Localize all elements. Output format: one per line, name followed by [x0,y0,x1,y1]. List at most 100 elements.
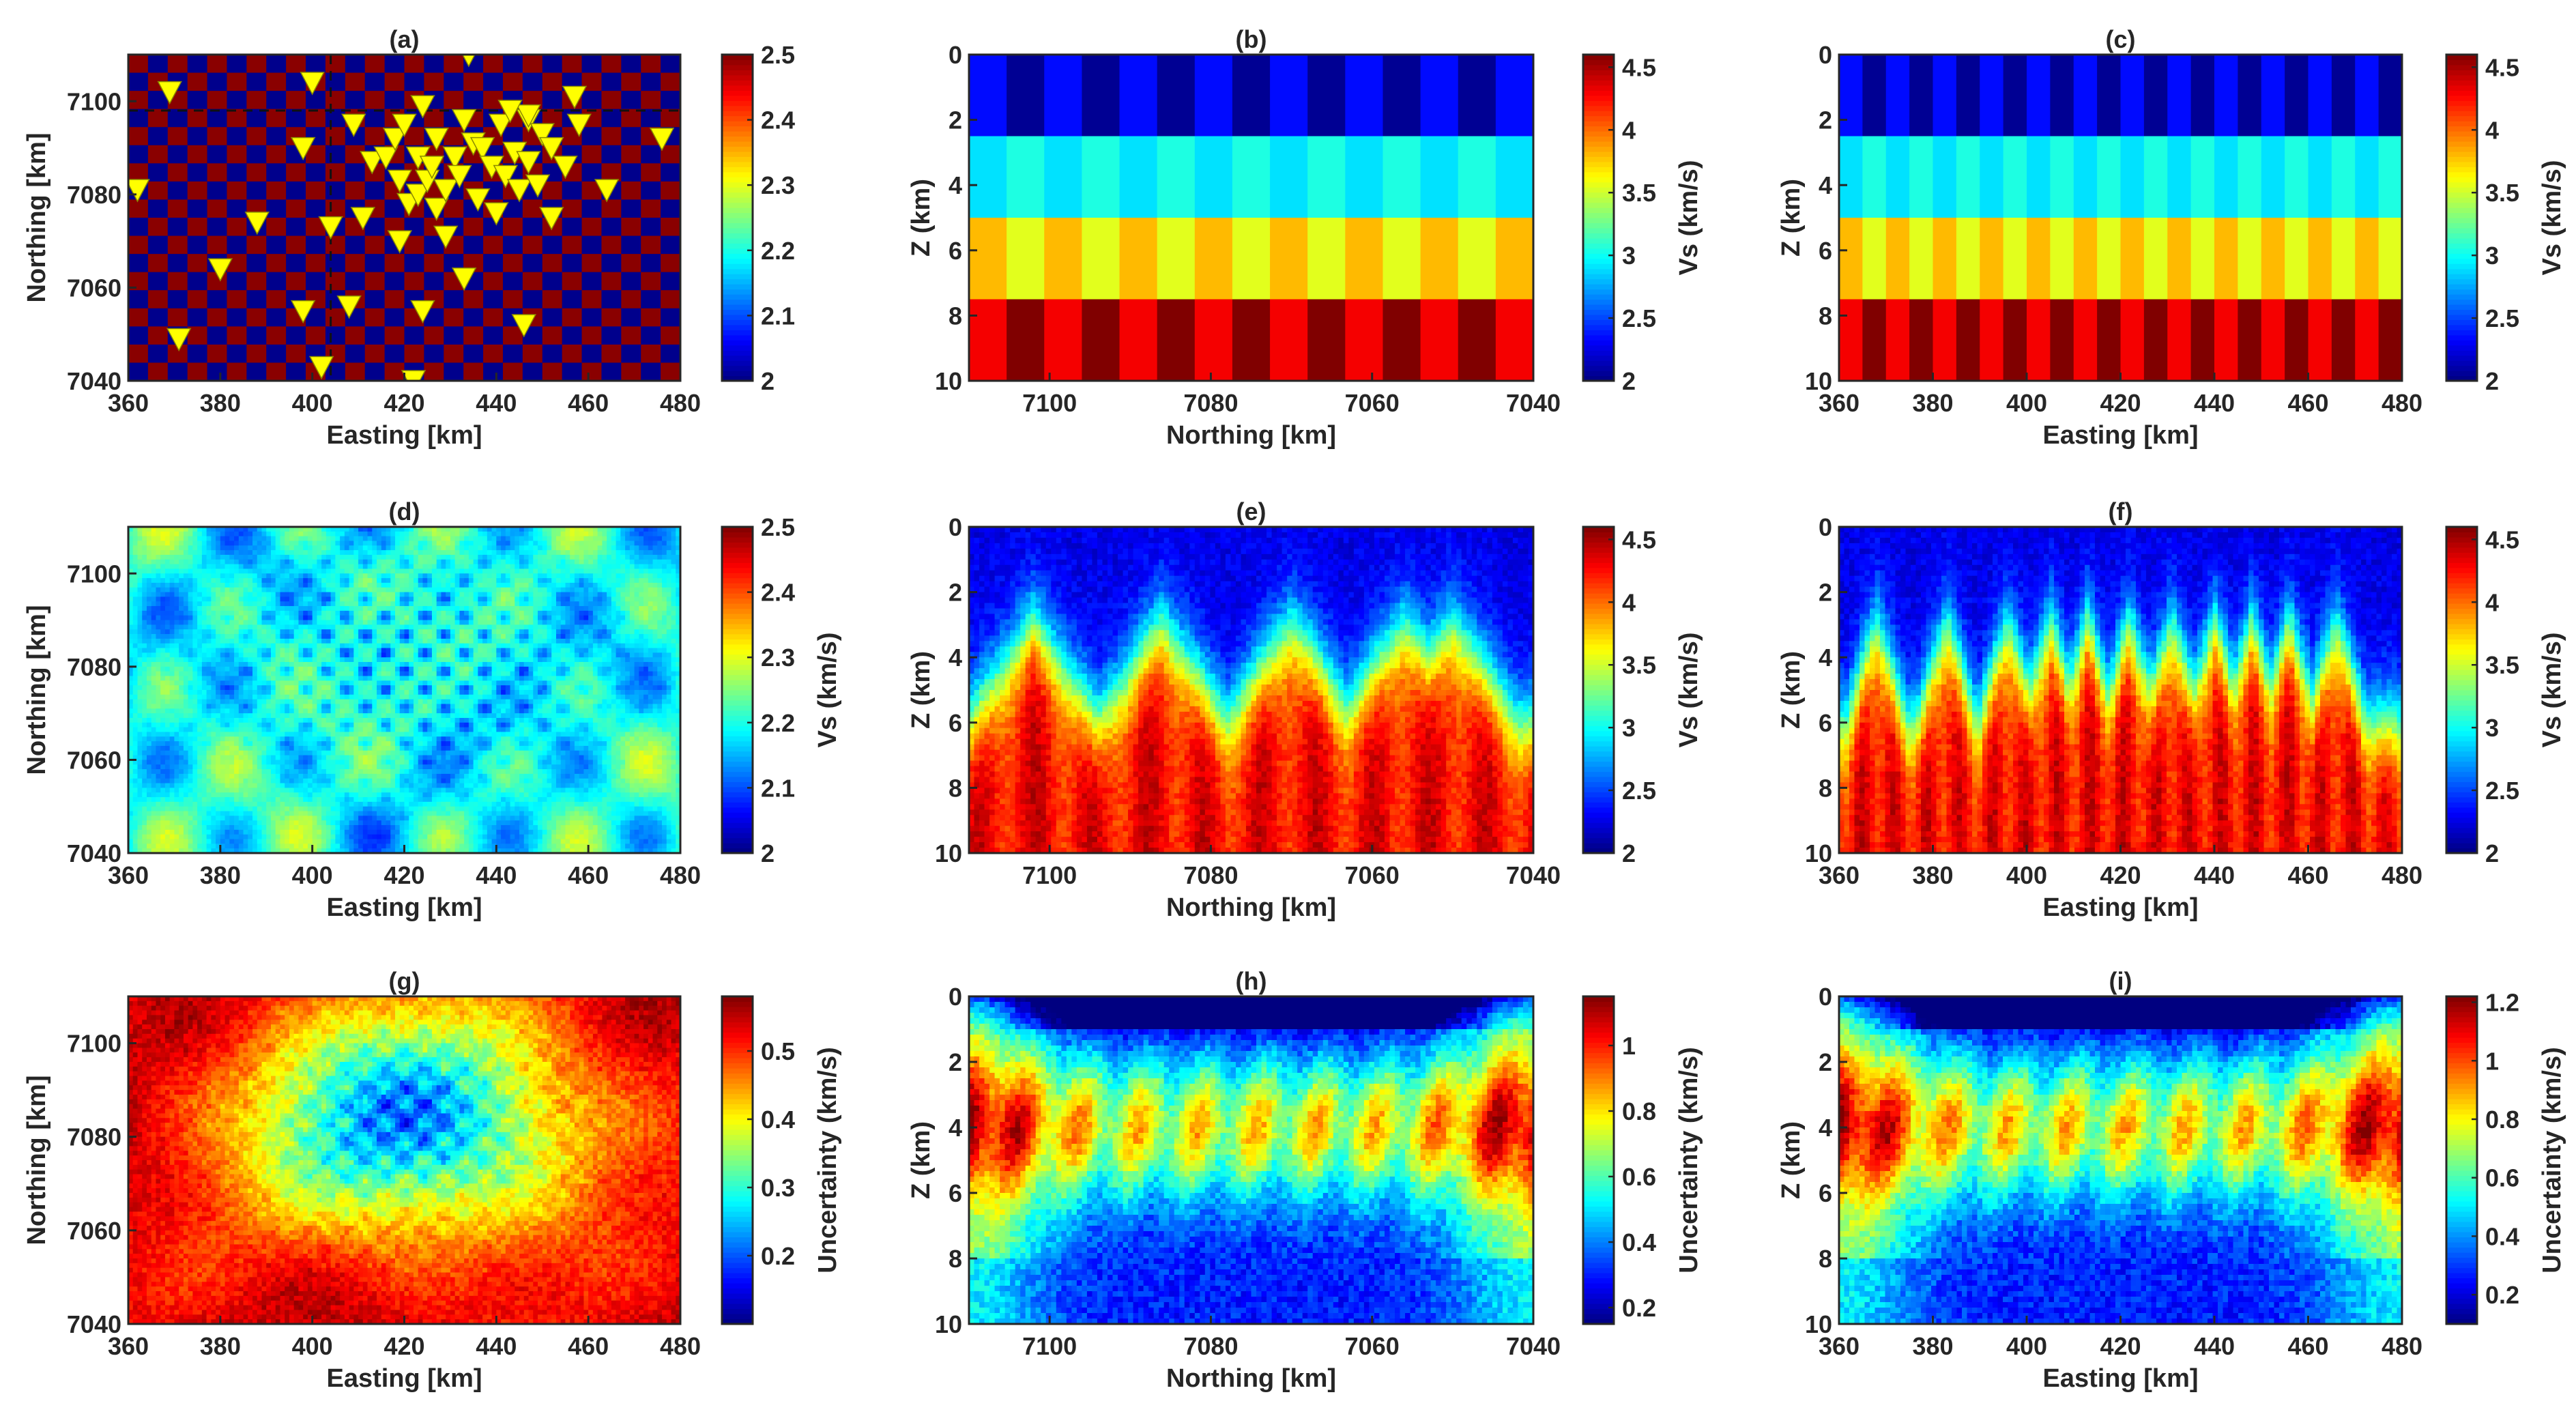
y-tick-label: 0 [949,983,962,1011]
x-tick-label: 7040 [1506,389,1561,417]
x-tick-label: 460 [2287,389,2328,417]
colorbar-tick-label: 3.5 [2485,651,2519,679]
x-axis-label: Easting [km] [326,1364,482,1393]
x-tick-label: 360 [1819,389,1859,417]
x-tick-label: 420 [2100,861,2141,889]
x-axis-label: Northing [km] [1166,893,1336,922]
y-tick-label: 7100 [67,1030,121,1058]
station-marker [387,230,413,254]
colorbar-tick-label: 2.4 [761,579,795,607]
y-tick-label: 7080 [67,653,121,681]
x-axis-label: Easting [km] [326,421,482,450]
station-marker [392,113,417,138]
panel-e: (e) 7100 7080 7060 7040 0 2 4 6 8 10 Northing [km] Z… [907,498,1703,922]
y-tick-label: 8 [1819,302,1832,330]
panel-d: (d) 360 380 400 420 440 460 480 7040 7060 7080 7100… [23,498,842,922]
x-tick-label: 360 [108,1332,149,1360]
colorbar-tick-label: 2.2 [761,709,795,737]
y-axis-label: Z (km) [1777,1121,1806,1199]
heatmap-i [1839,996,2402,1324]
y-axis-label: Z (km) [907,1121,936,1199]
colorbar-b: 2 2.5 3 3.5 4 4.5 Vs (km/s) [1582,53,1703,395]
x-tick-label: 360 [1819,861,1859,889]
x-tick-label: 7080 [1183,389,1238,417]
x-tick-label: 480 [660,861,701,889]
colorbar-e: 2 2.5 3 3.5 4 4.5 Vs (km/s) [1582,525,1703,867]
station-marker [516,151,541,175]
station-marker [207,258,233,282]
x-tick-label: 380 [200,389,241,417]
y-tick-label: 8 [1819,774,1832,802]
y-tick-label: 10 [935,1310,962,1338]
y-tick-label: 0 [949,41,962,69]
colorbar-h: 0.2 0.4 0.6 0.8 1 Uncertainty (km/s) [1582,995,1703,1325]
y-tick-label: 6 [949,709,962,737]
station-marker [424,197,449,221]
y-tick-label: 4 [1819,1114,1832,1142]
x-tick-label: 7080 [1183,1332,1238,1360]
y-tick-label: 4 [949,1114,962,1142]
colorbar-tick-label: 2.1 [761,302,795,330]
panel-b: (b) 7100 7080 7060 7040 0 2 4 6 8 10 Northing [km] Z… [907,25,1703,450]
colorbar-a: 2 2.1 2.2 2.3 2.4 2.5 [721,41,795,395]
x-tick-label: 460 [568,1332,609,1360]
y-tick-label: 7060 [67,1217,121,1245]
heatmap-c [1839,55,2402,381]
panel-title: (h) [1236,967,1267,995]
x-axis-label: Northing [km] [1166,1364,1336,1393]
colorbar-tick-label: 3.5 [1622,179,1656,207]
x-tick-label: 440 [2194,389,2235,417]
y-axis-label: Z (km) [1777,179,1806,257]
station-marker [128,179,150,203]
x-tick-label: 7100 [1022,861,1077,889]
station-marker [290,300,316,324]
axes-frame [968,525,1535,854]
y-tick-label: 7100 [67,560,121,588]
y-tick-label: 2 [949,1048,962,1076]
x-tick-label: 480 [2382,1332,2422,1360]
x-tick-label: 7060 [1345,389,1400,417]
x-tick-label: 380 [1912,1332,1953,1360]
station-marker [373,146,399,170]
station-marker [387,169,413,193]
x-tick-label: 400 [2006,861,2047,889]
colorbar-tick-label: 2.1 [761,774,795,802]
x-tick-label: 7060 [1345,1332,1400,1360]
colorbar-tick-label: 0.4 [2485,1222,2519,1250]
colorbar-tick-label: 2.3 [761,644,795,672]
panel-title: (f) [2109,498,2133,525]
x-tick-label: 420 [2100,1332,2141,1360]
station-marker [649,128,675,152]
colorbar-tick-label: 2.5 [761,513,795,541]
station-marker [516,104,541,128]
colorbar-tick-label: 4 [2485,588,2499,616]
colorbar-c: 2 2.5 3 3.5 4 4.5 Vs (km/s) [2445,53,2566,395]
station-marker [382,128,408,152]
x-tick-label: 420 [383,389,424,417]
colorbar-tick-label: 4 [2485,116,2499,144]
station-marker [594,179,620,203]
colorbar-tick-label: 2.5 [2485,777,2519,805]
x-tick-label: 360 [108,389,149,417]
colorbar-tick-label: 2.5 [1622,777,1656,805]
y-tick-label: 7080 [67,1123,121,1151]
y-tick-label: 7040 [67,367,121,395]
station-marker [566,113,592,138]
x-tick-label: 440 [476,389,517,417]
x-tick-label: 400 [292,389,333,417]
x-tick-label: 360 [108,861,149,889]
colorbar-tick-label: 0.8 [1622,1097,1656,1125]
colorbar-tick-label: 2 [2485,367,2499,395]
axes-frame [968,53,1535,382]
y-tick-label: 7040 [67,1310,121,1338]
x-tick-label: 7080 [1183,861,1238,889]
colorbar-tick-label: 3 [1622,714,1636,742]
station-marker [401,370,426,381]
x-tick-label: 7100 [1022,1332,1077,1360]
heatmap-f [1839,527,2402,853]
y-tick-label: 8 [949,1245,962,1273]
y-tick-label: 4 [1819,644,1832,672]
x-tick-label: 460 [2287,861,2328,889]
x-axis-label: Easting [km] [326,893,482,922]
